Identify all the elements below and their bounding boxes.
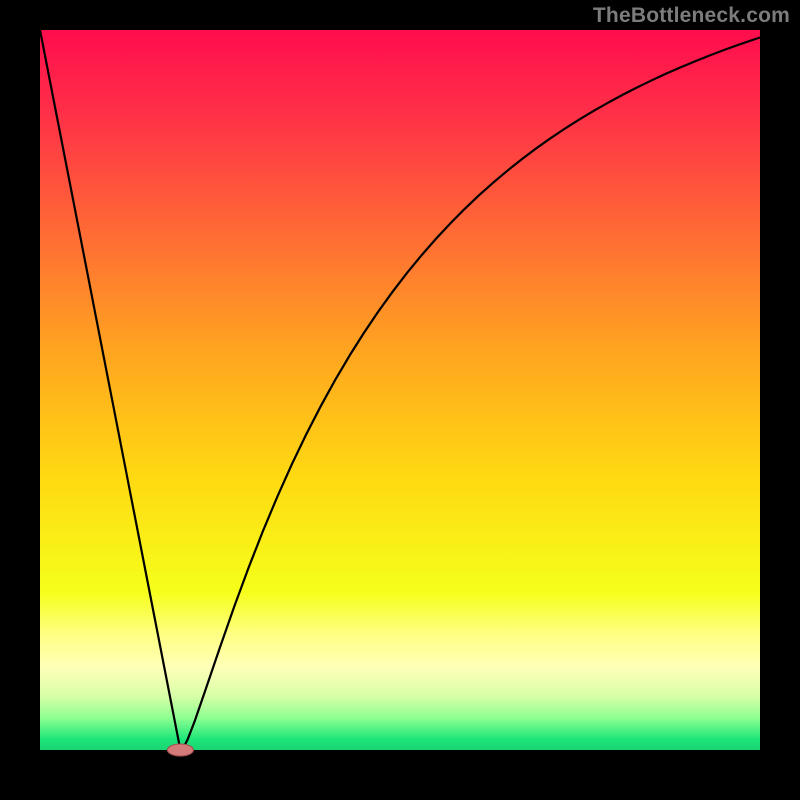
plot-background xyxy=(40,30,760,750)
minimum-marker xyxy=(167,744,193,756)
chart-container: TheBottleneck.com xyxy=(0,0,800,800)
bottleneck-chart xyxy=(0,0,800,800)
